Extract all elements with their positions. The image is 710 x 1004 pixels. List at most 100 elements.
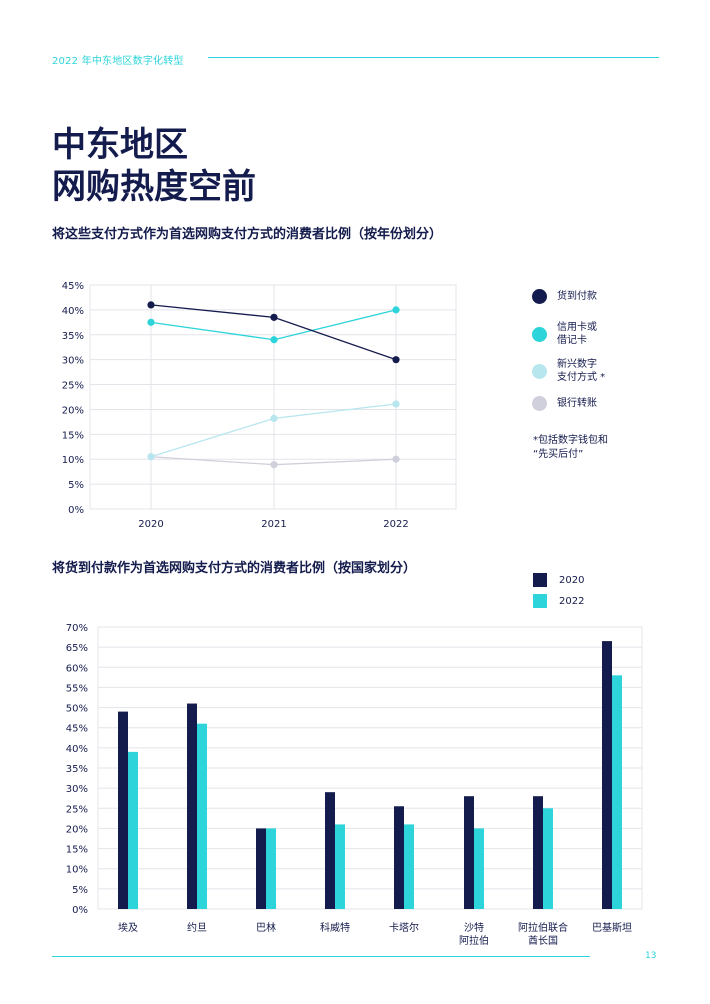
x-tick-label-line: 约旦 bbox=[187, 921, 207, 934]
x-tick-label: 埃及 bbox=[118, 921, 138, 934]
y-tick-label: 35% bbox=[66, 764, 88, 775]
legend-swatch bbox=[533, 594, 547, 608]
legend-item: 新兴数字 支付方式 * bbox=[532, 358, 605, 384]
y-tick-label: 40% bbox=[66, 744, 88, 755]
legend-label: 货到付款 bbox=[557, 291, 597, 302]
y-tick-label: 55% bbox=[66, 683, 88, 694]
legend-item: 2020 bbox=[533, 573, 584, 587]
bar-chart: 0% 5% 10% 15% 20% 25% 30% 35% 40% 45% 50% 55% 60% 65%… bbox=[66, 623, 643, 947]
x-tick-label-line: 阿拉伯 bbox=[459, 934, 489, 947]
legend-item: 2022 bbox=[533, 594, 584, 608]
title-line-2: 网购热度空前 bbox=[52, 167, 256, 207]
legend-marker bbox=[532, 326, 547, 342]
legend-marker bbox=[532, 396, 547, 411]
bar bbox=[612, 675, 622, 909]
legend-label: 银行转账 bbox=[557, 398, 597, 409]
footer-rule bbox=[52, 956, 590, 957]
x-tick-label: 约旦 bbox=[187, 921, 207, 934]
bar bbox=[118, 711, 128, 909]
header-rule bbox=[208, 57, 659, 58]
data-point bbox=[147, 318, 155, 326]
line-chart-title: 将这些支付方式作为首选网购支付方式的消费者比例（按年份划分） bbox=[52, 227, 443, 242]
x-tick-label-line: 科威特 bbox=[320, 921, 350, 934]
legend-label: 新兴数字 支付方式 * bbox=[557, 359, 606, 383]
y-tick-label: 35% bbox=[62, 331, 84, 342]
bar bbox=[602, 641, 612, 909]
x-tick-label-line: 巴林 bbox=[256, 921, 276, 934]
data-point bbox=[270, 313, 278, 321]
y-tick-label: 0% bbox=[72, 905, 88, 916]
page-title: 中东地区 网购热度空前 bbox=[52, 124, 256, 208]
bar bbox=[335, 824, 345, 909]
y-tick-label: 5% bbox=[68, 480, 84, 491]
bar-chart-title: 将货到付款作为首选网购支付方式的消费者比例（按国家划分） bbox=[52, 561, 417, 576]
bar bbox=[187, 703, 197, 909]
legend-label: 信用卡或 借记卡 bbox=[557, 322, 597, 346]
data-point bbox=[270, 461, 278, 469]
page-header: 2022 年中东地区数字化转型 bbox=[52, 56, 184, 67]
legend-marker bbox=[532, 289, 547, 304]
x-tick-label: 巴林 bbox=[256, 921, 276, 934]
bar bbox=[464, 796, 474, 909]
legend-item: 银行转账 bbox=[532, 396, 597, 411]
bar bbox=[197, 723, 207, 909]
y-tick-label: 0% bbox=[68, 505, 84, 516]
y-tick-label: 50% bbox=[66, 704, 88, 715]
y-tick-label: 30% bbox=[66, 784, 88, 795]
y-tick-label: 10% bbox=[66, 865, 88, 876]
y-tick-label: 70% bbox=[66, 623, 88, 634]
x-tick-label-line: 沙特 bbox=[464, 922, 484, 934]
y-tick-label: 15% bbox=[66, 845, 88, 856]
data-point bbox=[392, 356, 400, 364]
data-point bbox=[392, 306, 400, 314]
bar bbox=[543, 808, 553, 909]
legend-swatch bbox=[533, 573, 547, 587]
x-tick-label-line: 巴基斯坦 bbox=[592, 921, 632, 934]
y-tick-label: 30% bbox=[62, 356, 84, 367]
x-tick-label: 巴基斯坦 bbox=[592, 921, 632, 934]
x-tick-label: 卡塔尔 bbox=[389, 921, 419, 934]
bar bbox=[533, 796, 543, 909]
y-tick-label: 20% bbox=[62, 405, 84, 416]
line-chart: 0% 5% 10% 15% 20% 25% 30% 35% 40% 45% 2020 2021 2022 bbox=[62, 281, 457, 530]
x-tick-label-line: 阿拉伯联合 bbox=[518, 921, 568, 934]
y-tick-label: 15% bbox=[62, 430, 84, 441]
bar bbox=[404, 824, 414, 909]
y-tick-label: 20% bbox=[66, 824, 88, 835]
y-tick-label: 25% bbox=[62, 381, 84, 392]
data-point bbox=[147, 453, 155, 461]
x-tick-label: 科威特 bbox=[320, 921, 350, 934]
page-number: 13 bbox=[645, 951, 657, 961]
title-line-1: 中东地区 bbox=[52, 125, 188, 165]
y-tick-label: 45% bbox=[62, 281, 84, 292]
x-tick-label-line: 酋长国 bbox=[528, 934, 558, 947]
bar bbox=[394, 806, 404, 909]
bar bbox=[325, 792, 335, 909]
data-point bbox=[392, 455, 400, 463]
y-tick-label: 5% bbox=[72, 885, 88, 896]
bar bbox=[474, 828, 484, 909]
legend-label: 2020 bbox=[559, 574, 585, 586]
legend-item: 信用卡或 借记卡 bbox=[532, 321, 597, 347]
x-tick-label-line: 埃及 bbox=[118, 921, 138, 934]
legend-label: 2022 bbox=[559, 595, 585, 607]
y-tick-label: 25% bbox=[66, 804, 88, 815]
data-point bbox=[270, 414, 278, 423]
y-tick-label: 45% bbox=[66, 724, 88, 735]
x-tick-label: 2021 bbox=[261, 519, 286, 530]
y-tick-label: 10% bbox=[62, 455, 84, 466]
line-chart-footnote: *包括数字钱包和 “先买后付” bbox=[533, 435, 608, 460]
bar bbox=[256, 828, 266, 909]
x-tick-label: 2020 bbox=[138, 519, 163, 530]
y-tick-label: 60% bbox=[66, 663, 88, 674]
x-tick-label-line: 卡塔尔 bbox=[389, 921, 419, 934]
bar bbox=[266, 828, 276, 909]
legend-item: 货到付款 bbox=[532, 289, 597, 304]
legend-marker bbox=[532, 363, 547, 379]
data-point bbox=[147, 301, 155, 309]
data-point bbox=[392, 400, 400, 408]
x-tick-label: 沙特阿拉伯 bbox=[459, 922, 489, 947]
x-tick-label: 2022 bbox=[383, 519, 408, 530]
bar bbox=[128, 751, 138, 909]
y-tick-label: 40% bbox=[62, 306, 84, 317]
